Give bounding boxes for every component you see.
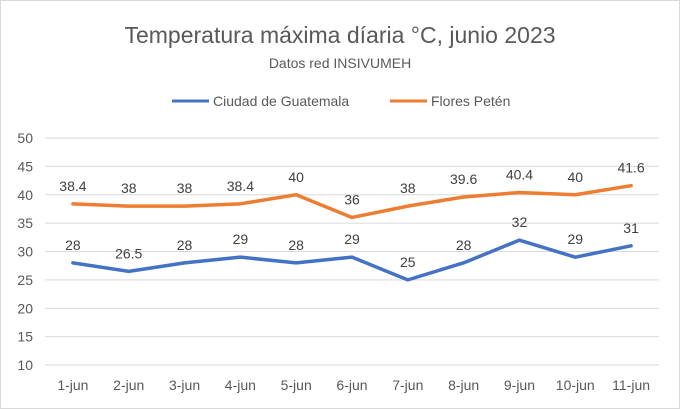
data-label: 41.6 [617,160,644,176]
legend-label-guatemala: Ciudad de Guatemala [213,93,349,109]
x-tick-label: 7-jun [392,377,423,393]
legend: Ciudad de Guatemala Flores Petén [172,93,510,109]
data-label: 32 [512,214,528,230]
x-tick-label: 1-jun [57,377,88,393]
x-tick-label: 3-jun [169,377,200,393]
y-tick-label: 50 [17,130,33,146]
data-label: 31 [623,220,639,236]
y-axis: 10 15 20 25 30 35 40 45 50 [17,130,33,373]
chart-title: Temperatura máxima díaria °C, junio 2023 [124,22,555,48]
gridlines [45,137,659,366]
data-label: 40 [567,169,583,185]
y-tick-label: 30 [17,244,33,260]
x-axis: 1-jun 2-jun 3-jun 4-jun 5-jun 6-jun 7-jun 8-jun… [57,377,650,393]
y-tick-label: 20 [17,300,33,316]
data-label: 28 [456,237,472,253]
series-line-1 [71,183,633,220]
data-label: 28 [65,237,81,253]
series-lines [71,183,633,282]
data-label: 38 [121,180,137,196]
y-tick-label: 45 [17,158,33,174]
data-label: 28 [177,237,193,253]
data-label: 29 [567,231,583,247]
y-tick-label: 10 [17,357,33,373]
data-label: 38 [177,180,193,196]
data-label: 38 [400,180,416,196]
x-tick-label: 6-jun [336,377,367,393]
series-line-0 [71,238,633,282]
data-label: 40.4 [506,166,533,182]
y-tick-label: 15 [17,329,33,345]
data-label: 39.6 [450,171,477,187]
x-tick-label: 11-jun [612,377,650,393]
data-label: 38.4 [59,178,86,194]
legend-label-flores: Flores Petén [431,93,510,109]
data-label: 38.4 [227,178,254,194]
x-tick-label: 8-jun [448,377,479,393]
chart-subtitle: Datos red INSIVUMEH [269,55,411,71]
x-tick-label: 4-jun [225,377,256,393]
x-tick-label: 10-jun [556,377,595,393]
x-tick-label: 2-jun [113,377,144,393]
x-tick-label: 5-jun [281,377,312,393]
x-tick-label: 9-jun [504,377,535,393]
data-label: 28 [288,237,304,253]
y-tick-label: 40 [17,187,33,203]
data-label: 26.5 [115,245,142,261]
y-tick-label: 25 [17,272,33,288]
data-label: 25 [400,254,416,270]
data-label: 29 [344,231,360,247]
data-label: 40 [288,169,304,185]
data-label: 29 [233,231,249,247]
y-tick-label: 35 [17,215,33,231]
data-labels: 28 26.5 28 29 28 29 25 28 32 29 31 38.4 38 38 38.4 40 36… [59,160,645,270]
data-label: 36 [344,191,360,207]
